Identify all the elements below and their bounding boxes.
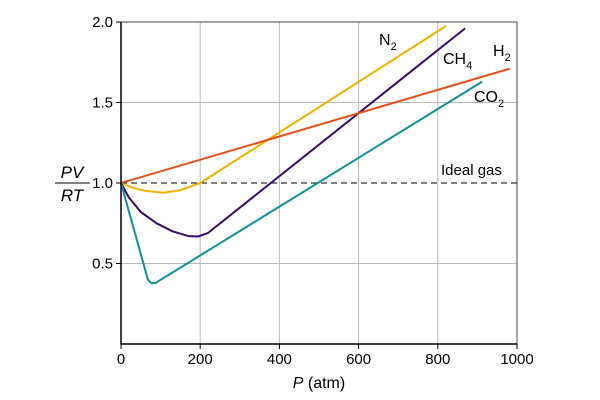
series-line-h2 — [120, 67, 511, 184]
y-axis-label-denominator: RT — [61, 186, 85, 205]
x-tick-label: 1000 — [500, 351, 533, 368]
x-tick-label: 400 — [267, 351, 292, 368]
x-axis-label: P (atm) — [293, 375, 345, 392]
ideal-gas-label: Ideal gas — [441, 162, 502, 179]
series-label-ch4: CH4 — [443, 51, 472, 72]
x-tick-label: 600 — [346, 351, 371, 368]
series-label-h2: H2 — [493, 43, 511, 64]
series-line-co2 — [120, 80, 483, 285]
x-tick-label: 0 — [117, 351, 125, 368]
y-tick-label: 1.0 — [92, 175, 113, 192]
x-tick-label: 200 — [188, 351, 213, 368]
series-label-n2: N2 — [379, 32, 397, 53]
y-tick-label: 1.5 — [92, 95, 113, 112]
x-tick-label: 800 — [425, 351, 450, 368]
y-axis-label-numerator: PV — [61, 163, 85, 182]
series-label-co2: CO2 — [474, 89, 504, 110]
y-tick-label: 2.0 — [92, 14, 113, 31]
series-line-n2 — [120, 25, 447, 194]
series-line-ch4 — [120, 27, 466, 238]
y-tick-label: 0.5 — [92, 256, 113, 273]
